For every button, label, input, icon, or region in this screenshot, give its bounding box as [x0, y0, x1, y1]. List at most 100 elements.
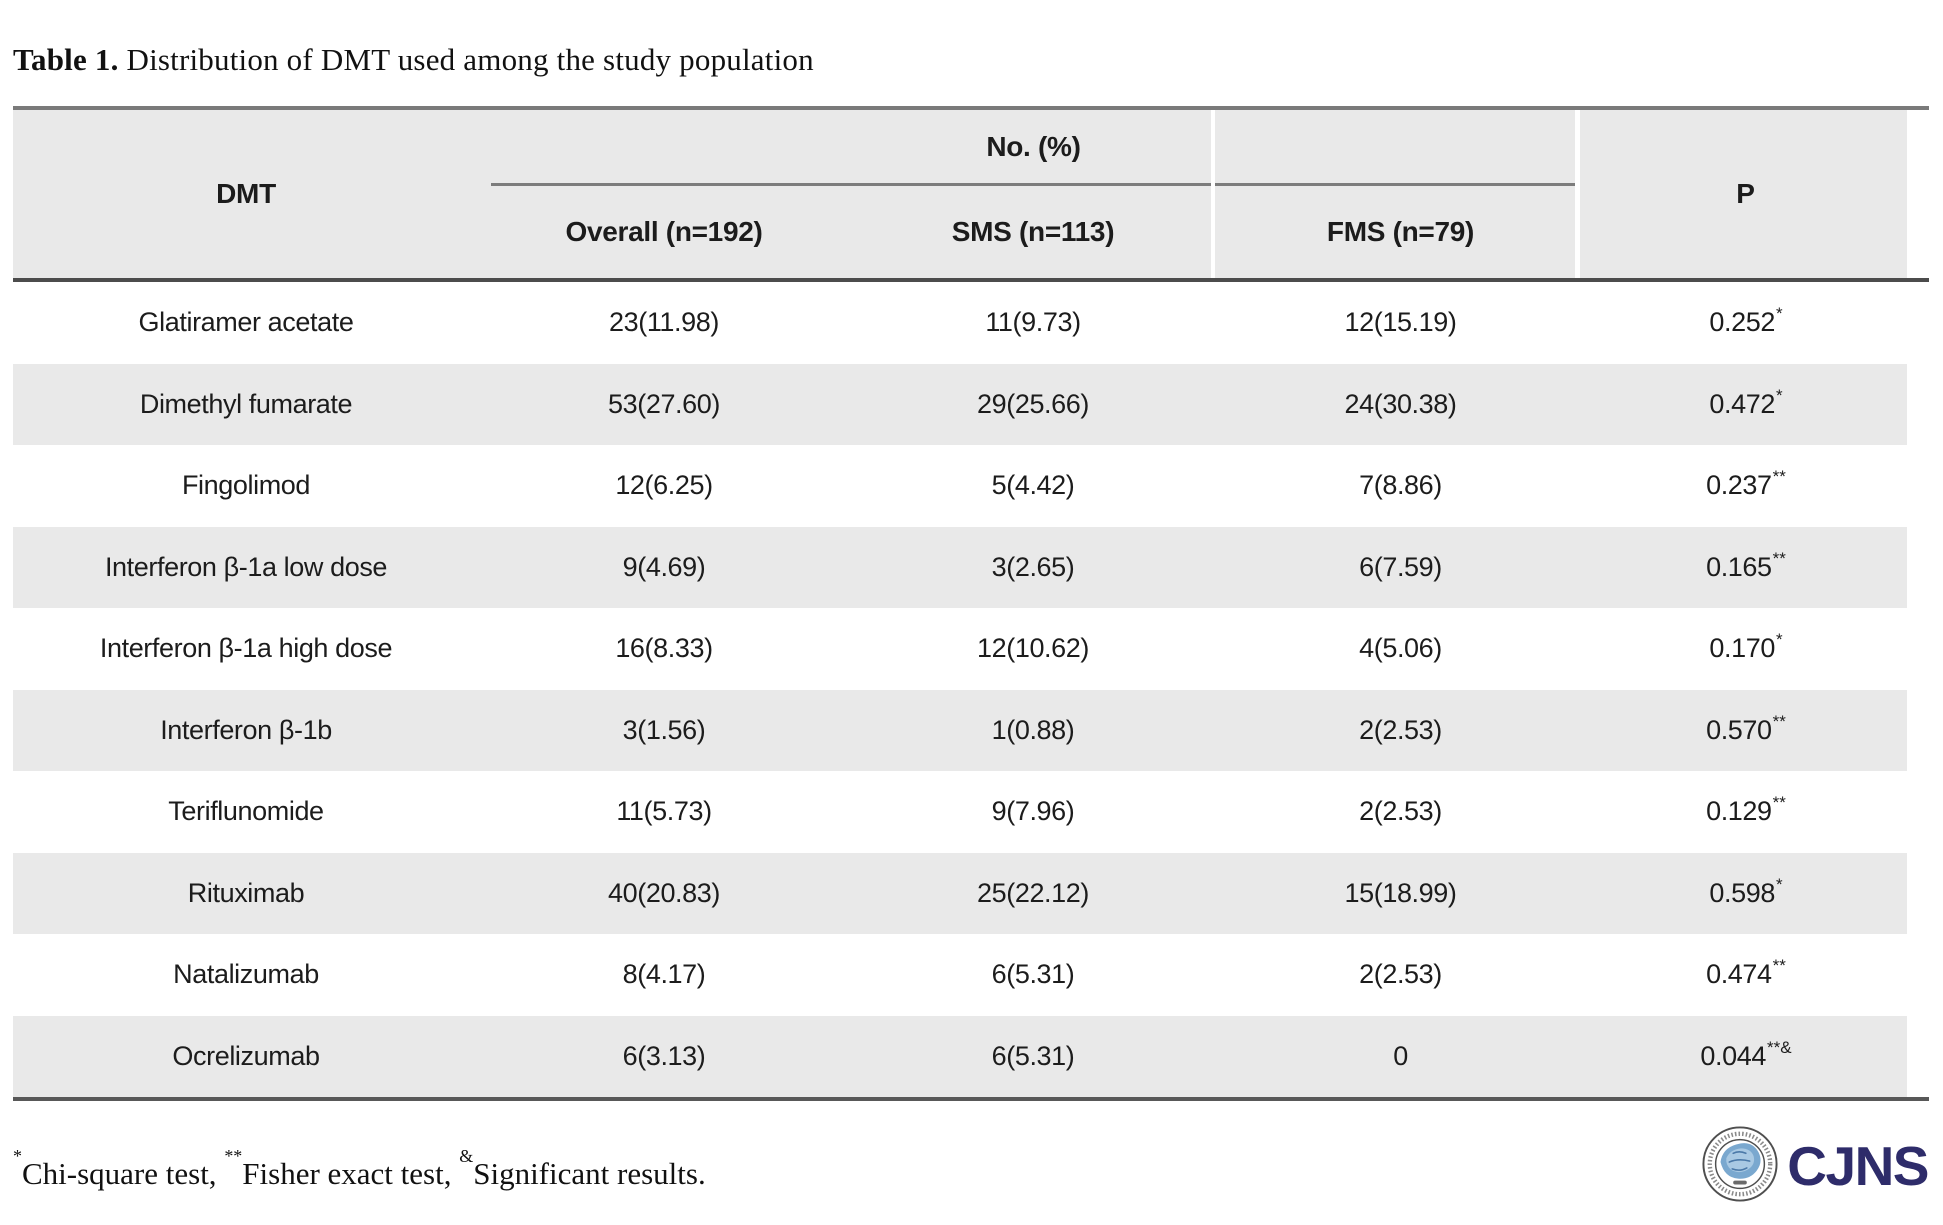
table-row: Teriflunomide 11(5.73) 9(7.96) 2(2.53) 0…	[13, 771, 1907, 853]
p-value: 0.237	[1706, 470, 1772, 501]
fms-cell: 2(2.53)	[1359, 714, 1442, 745]
header-divider	[13, 278, 1929, 282]
dmt-name-cell: Dimethyl fumarate	[139, 388, 353, 419]
p-value-superscript: *	[1775, 304, 1783, 324]
p-value-cell: 0.165**	[1584, 548, 1907, 583]
header-cell-p: P	[1736, 178, 1755, 209]
table-row: Interferon β-1a low dose 9(4.69) 3(2.65)…	[13, 526, 1907, 608]
p-value: 0.570	[1706, 714, 1772, 745]
dmt-name-cell: Ocrelizumab	[172, 1040, 320, 1071]
table-number: Table 1.	[13, 42, 119, 77]
fms-cell: 24(30.38)	[1344, 388, 1457, 419]
header-cell-sms: SMS (n=113)	[951, 216, 1115, 247]
table-row: Dimethyl fumarate 53(27.60) 29(25.66) 24…	[13, 363, 1907, 445]
overall-cell: 3(1.56)	[622, 714, 706, 745]
p-value-cell: 0.252*	[1584, 304, 1907, 338]
overall-cell: 9(4.69)	[622, 551, 706, 582]
header-cell-dmt: DMT	[216, 178, 276, 209]
fms-cell: 6(7.59)	[1359, 551, 1442, 582]
header-cell-fms: FMS (n=79)	[1326, 216, 1475, 247]
overall-cell: 23(11.98)	[609, 307, 719, 338]
p-value: 0.472	[1709, 388, 1775, 419]
sms-cell: 25(22.12)	[977, 877, 1089, 908]
table-body: Glatiramer acetate 23(11.98) 11(9.73) 12…	[13, 282, 1929, 1101]
column-separator	[1211, 110, 1215, 278]
p-value-superscript: **	[1772, 548, 1786, 568]
page-title: Table 1. Distribution of DMT used among …	[13, 0, 1930, 78]
sms-cell: 11(9.73)	[985, 307, 1081, 338]
overall-cell: 11(5.73)	[616, 796, 712, 827]
cjns-seal-icon	[1701, 1125, 1779, 1208]
overall-cell: 8(4.17)	[622, 959, 706, 990]
overall-cell: 12(6.25)	[615, 470, 713, 501]
table-caption: Distribution of DMT used among the study…	[118, 42, 814, 77]
sms-cell: 12(10.62)	[977, 633, 1089, 664]
dmt-name-cell: Rituximab	[187, 877, 305, 908]
overall-cell: 16(8.33)	[615, 633, 713, 664]
table-row: Fingolimod 12(6.25) 5(4.42) 7(8.86) 0.23…	[13, 445, 1907, 527]
p-value-cell: 0.472*	[1584, 385, 1907, 420]
footer: *Chi-square test, **Fisher exact test, &…	[13, 1125, 1930, 1208]
footnote-sup: *	[13, 1146, 22, 1167]
p-value-superscript: *	[1775, 874, 1783, 894]
overall-cell: 6(3.13)	[622, 1040, 706, 1071]
p-value-superscript: *	[1775, 630, 1783, 650]
overall-cell: 40(20.83)	[608, 877, 720, 908]
dmt-name-cell: Interferon β-1a high dose	[99, 633, 393, 664]
cjns-logo: CJNS	[1701, 1125, 1930, 1208]
fms-cell: 12(15.19)	[1344, 307, 1457, 338]
p-value-superscript: **	[1772, 467, 1786, 487]
p-value: 0.044	[1700, 1040, 1766, 1071]
sms-cell: 1(0.88)	[991, 714, 1075, 745]
footnote-text: Fisher exact test,	[242, 1155, 460, 1191]
table-row: Interferon β-1b 3(1.56) 1(0.88) 2(2.53) …	[13, 689, 1907, 771]
sms-cell: 6(5.31)	[991, 1040, 1075, 1071]
table-row: Natalizumab 8(4.17) 6(5.31) 2(2.53) 0.47…	[13, 934, 1907, 1016]
fms-cell: 2(2.53)	[1359, 796, 1442, 827]
table-row: Interferon β-1a high dose 16(8.33) 12(10…	[13, 608, 1907, 690]
overall-cell: 53(27.60)	[608, 388, 720, 419]
footnote-sup: **	[224, 1146, 243, 1167]
p-value-cell: 0.570**	[1584, 711, 1907, 746]
header-cell-overall: Overall (n=192)	[565, 216, 763, 247]
p-value-superscript: **	[1772, 956, 1786, 976]
column-separator	[1575, 110, 1580, 278]
dmt-name-cell: Natalizumab	[173, 959, 319, 990]
p-value-cell: 0.044**&	[1584, 1038, 1907, 1072]
p-value: 0.165	[1706, 551, 1772, 582]
dmt-name-cell: Glatiramer acetate	[138, 307, 354, 338]
p-value-cell: 0.170*	[1584, 630, 1907, 664]
fms-cell: 2(2.53)	[1359, 959, 1442, 990]
p-value-cell: 0.237**	[1584, 467, 1907, 501]
fms-cell: 7(8.86)	[1359, 470, 1442, 501]
dmt-name-cell: Interferon β-1b	[160, 714, 332, 745]
sms-cell: 9(7.96)	[991, 796, 1075, 827]
p-value-cell: 0.598*	[1584, 874, 1907, 909]
p-value-cell: 0.474**	[1584, 956, 1907, 990]
footnote-text: Chi-square test,	[21, 1155, 225, 1191]
p-value-superscript: **	[1772, 793, 1786, 813]
dmt-name-cell: Interferon β-1a low dose	[104, 551, 388, 582]
p-value: 0.252	[1709, 307, 1775, 338]
table-row: Glatiramer acetate 23(11.98) 11(9.73) 12…	[13, 282, 1907, 364]
header-cell-no-pct: No. (%)	[491, 110, 1576, 186]
p-value-cell: 0.129**	[1584, 793, 1907, 827]
table-row: Rituximab 40(20.83) 25(22.12) 15(18.99) …	[13, 852, 1907, 934]
footnote-text: Significant results.	[473, 1155, 706, 1191]
p-value: 0.474	[1706, 959, 1772, 990]
dmt-distribution-table: DMT No. (%) P Overall (n=192) SMS (n=113…	[13, 106, 1929, 1101]
sms-cell: 29(25.66)	[977, 388, 1089, 419]
dmt-name-cell: Teriflunomide	[168, 796, 324, 827]
table-header: DMT No. (%) P Overall (n=192) SMS (n=113…	[13, 110, 1907, 278]
sms-cell: 5(4.42)	[991, 470, 1075, 501]
p-value: 0.598	[1709, 877, 1775, 908]
sms-cell: 6(5.31)	[991, 959, 1075, 990]
p-value-superscript: *	[1775, 385, 1783, 405]
cjns-logo-text: CJNS	[1787, 1135, 1929, 1197]
p-value-superscript: **	[1772, 711, 1786, 731]
fms-cell: 4(5.06)	[1359, 633, 1442, 664]
fms-cell: 15(18.99)	[1344, 877, 1457, 908]
footnote-sup: &	[459, 1146, 474, 1167]
footnote: *Chi-square test, **Fisher exact test, &…	[13, 1142, 706, 1192]
